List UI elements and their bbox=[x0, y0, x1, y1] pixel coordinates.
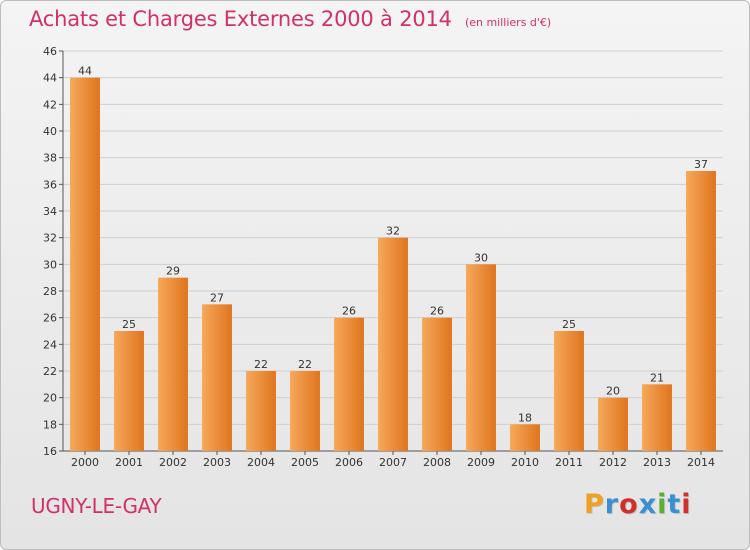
bar bbox=[202, 304, 232, 451]
x-tick-label: 2011 bbox=[555, 456, 583, 469]
x-tick-label: 2000 bbox=[71, 456, 99, 469]
x-tick-label: 2007 bbox=[379, 456, 407, 469]
x-tick-label: 2004 bbox=[247, 456, 275, 469]
y-tick-label: 28 bbox=[43, 285, 57, 298]
logo-letter: r bbox=[604, 489, 620, 520]
logo-letter: P bbox=[584, 489, 605, 520]
logo-letter: i bbox=[681, 489, 692, 520]
x-tick-label: 2002 bbox=[159, 456, 187, 469]
x-tick-label: 2001 bbox=[115, 456, 143, 469]
y-tick-label: 16 bbox=[43, 445, 57, 458]
bar bbox=[334, 317, 364, 451]
y-tick-label: 26 bbox=[43, 312, 57, 325]
y-tick-label: 30 bbox=[43, 258, 57, 271]
bar bbox=[158, 277, 188, 451]
y-tick-label: 38 bbox=[43, 152, 57, 165]
logo-letter: o bbox=[619, 489, 639, 520]
data-label: 30 bbox=[474, 251, 488, 264]
data-label: 29 bbox=[166, 265, 180, 278]
x-tick-label: 2012 bbox=[599, 456, 627, 469]
bar bbox=[466, 264, 496, 451]
x-tick-label: 2013 bbox=[643, 456, 671, 469]
x-tick-label: 2009 bbox=[467, 456, 495, 469]
bar bbox=[246, 371, 276, 451]
y-tick-label: 46 bbox=[43, 45, 57, 58]
data-label: 44 bbox=[78, 65, 92, 78]
bar bbox=[422, 317, 452, 451]
bar bbox=[510, 424, 540, 451]
data-label: 21 bbox=[650, 371, 664, 384]
bar bbox=[114, 331, 144, 451]
chart-title: Achats et Charges Externes 2000 à 2014 bbox=[29, 7, 452, 31]
y-tick-label: 44 bbox=[43, 72, 57, 85]
title-block: Achats et Charges Externes 2000 à 2014 (… bbox=[29, 7, 551, 31]
y-tick-label: 40 bbox=[43, 125, 57, 138]
y-tick-label: 34 bbox=[43, 205, 57, 218]
x-tick-label: 2003 bbox=[203, 456, 231, 469]
data-label: 26 bbox=[430, 305, 444, 318]
place-name: UGNY-LE-GAY bbox=[31, 494, 162, 518]
data-label: 20 bbox=[606, 385, 620, 398]
bar bbox=[290, 371, 320, 451]
data-label: 26 bbox=[342, 305, 356, 318]
y-tick-label: 36 bbox=[43, 178, 57, 191]
chart-subtitle: (en milliers d'€) bbox=[464, 16, 552, 29]
y-tick-label: 32 bbox=[43, 232, 57, 245]
bar bbox=[70, 77, 100, 452]
bar bbox=[598, 397, 628, 451]
bars bbox=[70, 77, 716, 452]
y-tick-label: 22 bbox=[43, 365, 57, 378]
y-tick-label: 42 bbox=[43, 98, 57, 111]
x-tick-label: 2005 bbox=[291, 456, 319, 469]
x-tick-label: 2006 bbox=[335, 456, 363, 469]
bar bbox=[686, 171, 716, 451]
data-label: 22 bbox=[254, 358, 268, 371]
x-tick-label: 2014 bbox=[687, 456, 715, 469]
data-label: 22 bbox=[298, 358, 312, 371]
data-label: 25 bbox=[562, 318, 576, 331]
y-tick-label: 18 bbox=[43, 418, 57, 431]
bar bbox=[378, 237, 408, 451]
logo-letter: x bbox=[638, 489, 658, 520]
logo-letter: i bbox=[657, 489, 668, 520]
bar bbox=[642, 384, 672, 451]
data-label: 27 bbox=[210, 291, 224, 304]
logo-letter: t bbox=[667, 489, 682, 520]
x-tick-label: 2008 bbox=[423, 456, 451, 469]
data-label: 25 bbox=[122, 318, 136, 331]
data-label: 37 bbox=[694, 158, 708, 171]
labels: 44 25 29 27 22 22 26 32 26 30 18 25 20 21 37 bbox=[78, 65, 708, 425]
y-tick-label: 20 bbox=[43, 392, 57, 405]
x-tick-label: 2010 bbox=[511, 456, 539, 469]
bar bbox=[554, 331, 584, 451]
data-label: 18 bbox=[518, 411, 532, 424]
proxiti-logo: Proxiti bbox=[584, 489, 692, 520]
data-label: 32 bbox=[386, 225, 400, 238]
y-tick-label: 24 bbox=[43, 338, 57, 351]
